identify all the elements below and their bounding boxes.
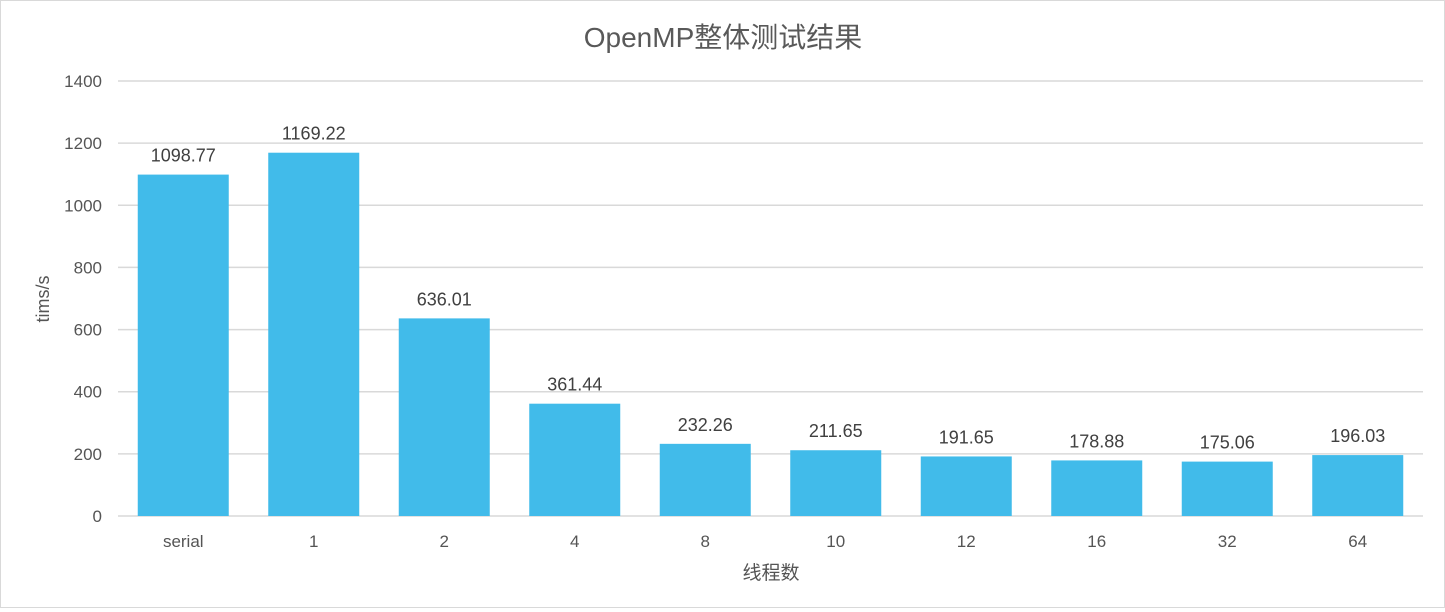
data-label: 178.88 (1069, 431, 1124, 451)
y-axis-label: tims/s (33, 276, 53, 323)
data-label: 191.65 (939, 427, 994, 447)
bar (529, 403, 621, 516)
chart-title: OpenMP整体测试结果 (584, 22, 863, 53)
data-label: 1098.77 (151, 146, 216, 166)
data-labels: 1098.77 1169.22 636.01 361.44 232.26 211.65 19… (151, 124, 1386, 453)
data-label: 175.06 (1200, 433, 1255, 453)
x-tick-label: 2 (440, 532, 449, 551)
y-axis-ticks: 0 200 400 600 800 1000 1200 1400 (64, 72, 102, 526)
x-axis-label: 线程数 (742, 562, 799, 584)
x-tick-label: serial (163, 532, 204, 551)
y-tick-label: 1000 (64, 196, 102, 215)
x-axis-ticks: serial 1 2 4 8 10 12 16 32 64 (163, 532, 1367, 551)
data-label: 636.01 (417, 289, 472, 309)
y-tick-label: 1400 (64, 72, 102, 91)
bar (659, 443, 751, 516)
bar (920, 456, 1012, 516)
bar (1312, 455, 1404, 516)
x-tick-label: 64 (1348, 532, 1367, 551)
y-tick-label: 400 (74, 383, 102, 402)
y-tick-label: 0 (93, 507, 102, 526)
x-tick-label: 32 (1218, 532, 1237, 551)
bar (1051, 460, 1143, 516)
bar (790, 450, 882, 516)
bar (268, 152, 360, 516)
bar (137, 174, 229, 516)
x-tick-label: 16 (1087, 532, 1106, 551)
bar (398, 318, 490, 516)
x-tick-label: 12 (957, 532, 976, 551)
data-label: 196.03 (1330, 426, 1385, 446)
bar (1181, 461, 1273, 516)
x-tick-label: 8 (701, 532, 710, 551)
data-label: 361.44 (547, 375, 602, 395)
data-label: 211.65 (809, 421, 863, 441)
x-tick-label: 4 (570, 532, 579, 551)
y-tick-label: 200 (74, 445, 102, 464)
y-tick-label: 1200 (64, 134, 102, 153)
x-tick-label: 10 (826, 532, 845, 551)
data-label: 232.26 (678, 415, 733, 435)
x-tick-label: 1 (309, 532, 318, 551)
y-tick-label: 800 (74, 258, 102, 277)
bars (137, 152, 1404, 516)
data-label: 1169.22 (282, 124, 346, 144)
y-tick-label: 600 (74, 321, 102, 340)
